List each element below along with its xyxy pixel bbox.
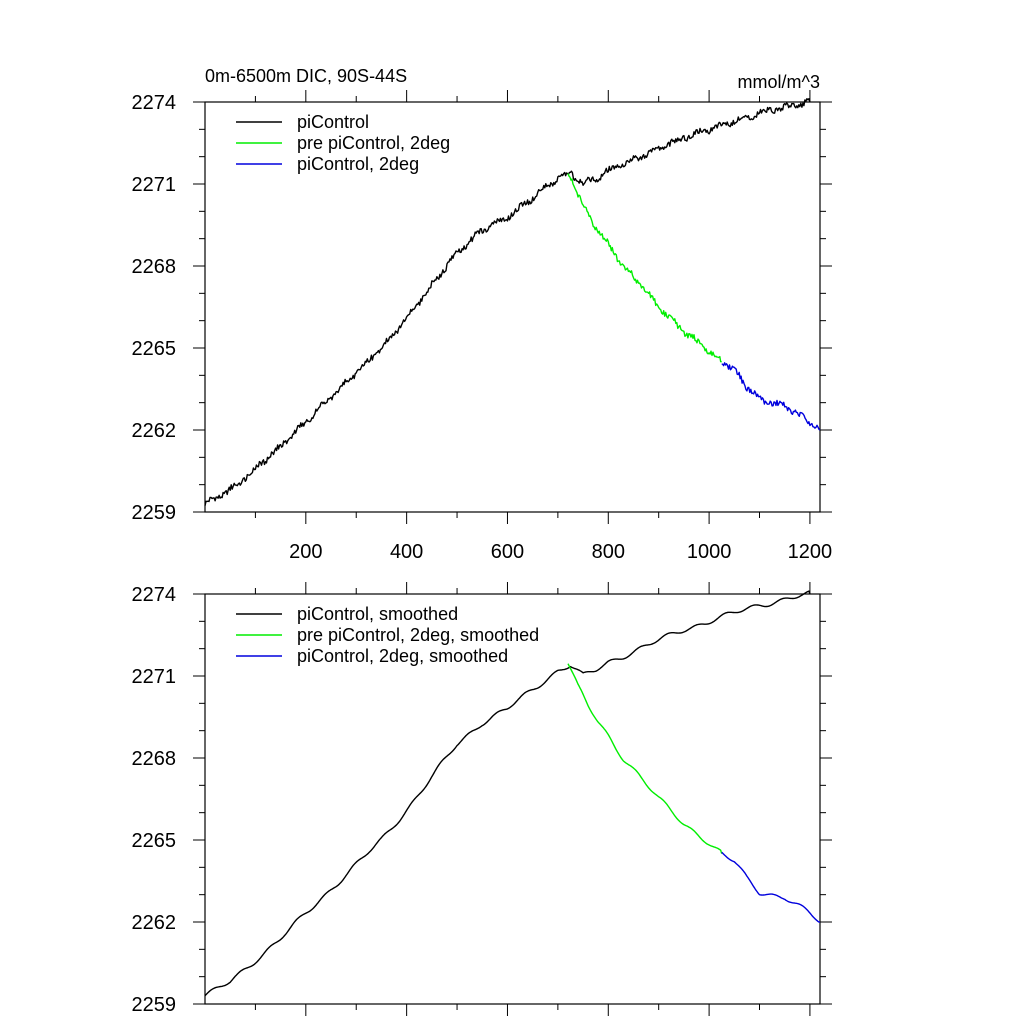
x-tick-label: 400: [390, 541, 423, 563]
legend-label-2: piControl, 2deg, smoothed: [297, 646, 508, 666]
legend-label-2: piControl, 2deg: [297, 154, 419, 174]
y-tick-label: 2274: [132, 92, 177, 114]
y-tick-label: 2271: [132, 666, 177, 688]
x-tick-label: 200: [289, 541, 322, 563]
y-tick-label: 2259: [132, 502, 177, 524]
y-tick-label: 2265: [132, 338, 177, 360]
y-tick-label: 2268: [132, 256, 177, 278]
y-tick-label: 2262: [132, 912, 177, 934]
x-tick-label: 600: [491, 541, 524, 563]
plot-frame: [204, 593, 821, 1005]
y-tick-label: 2268: [132, 748, 177, 770]
series-line-2: [721, 362, 821, 431]
y-tick-label: 2274: [132, 584, 177, 606]
chart-title: 0m-6500m DIC, 90S-44S: [205, 66, 407, 86]
legend-label-0: piControl: [297, 112, 369, 132]
chart-panel-top: 2259 2262 2265 2268 2271 2274 200 400 600 800 1000…: [132, 66, 833, 563]
legend-label-1: pre piControl, 2deg: [297, 133, 450, 153]
legend-label-0: piControl, smoothed: [297, 604, 458, 624]
y-tick-label: 2265: [132, 830, 177, 852]
units-label: mmol/m^3: [738, 72, 820, 92]
y-tick-label: 2262: [132, 420, 177, 442]
plot-frame: [204, 101, 821, 513]
x-tick-label: 800: [592, 541, 625, 563]
series-line-0: [204, 98, 811, 506]
chart-panel-bottom: 2259 2262 2265 2268 2271 2274 piControl, smoot…: [132, 582, 832, 1016]
x-tick-label: 1000: [687, 541, 732, 563]
series-line-1: [567, 173, 722, 363]
legend-label-1: pre piControl, 2deg, smoothed: [297, 625, 539, 645]
x-tick-label: 1200: [788, 541, 833, 563]
y-tick-label: 2259: [132, 994, 177, 1016]
series-line-2: [721, 851, 821, 923]
series-line-1: [567, 663, 723, 854]
series-line-0: [204, 590, 811, 997]
y-tick-label: 2271: [132, 174, 177, 196]
